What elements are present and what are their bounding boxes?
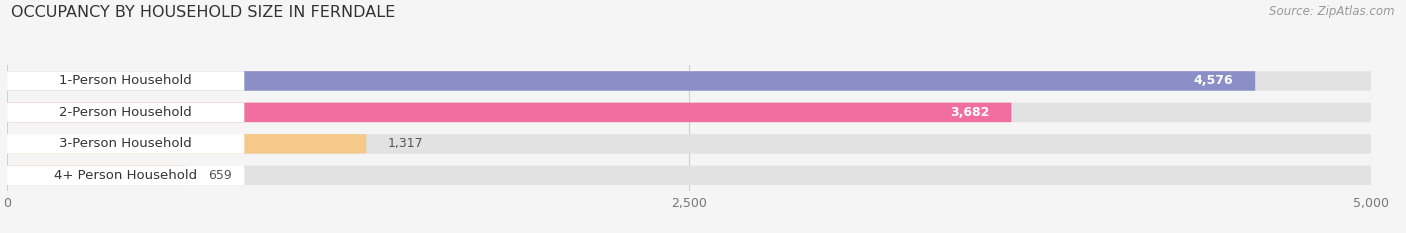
Text: OCCUPANCY BY HOUSEHOLD SIZE IN FERNDALE: OCCUPANCY BY HOUSEHOLD SIZE IN FERNDALE (11, 5, 395, 20)
Text: 3,682: 3,682 (950, 106, 990, 119)
Text: 659: 659 (208, 169, 232, 182)
Text: 3-Person Household: 3-Person Household (59, 137, 193, 150)
Text: 4+ Person Household: 4+ Person Household (53, 169, 197, 182)
FancyBboxPatch shape (7, 166, 245, 185)
FancyBboxPatch shape (7, 134, 1371, 154)
FancyBboxPatch shape (7, 166, 1371, 185)
FancyBboxPatch shape (7, 134, 245, 154)
FancyBboxPatch shape (7, 71, 245, 91)
FancyBboxPatch shape (7, 103, 1371, 122)
FancyBboxPatch shape (7, 71, 1371, 91)
Text: 1,317: 1,317 (388, 137, 423, 150)
Text: 4,576: 4,576 (1194, 75, 1233, 87)
FancyBboxPatch shape (7, 103, 1011, 122)
FancyBboxPatch shape (7, 103, 245, 122)
Text: 1-Person Household: 1-Person Household (59, 75, 193, 87)
Text: 2-Person Household: 2-Person Household (59, 106, 193, 119)
FancyBboxPatch shape (7, 166, 187, 185)
FancyBboxPatch shape (7, 71, 1256, 91)
Text: Source: ZipAtlas.com: Source: ZipAtlas.com (1270, 5, 1395, 18)
FancyBboxPatch shape (7, 134, 366, 154)
